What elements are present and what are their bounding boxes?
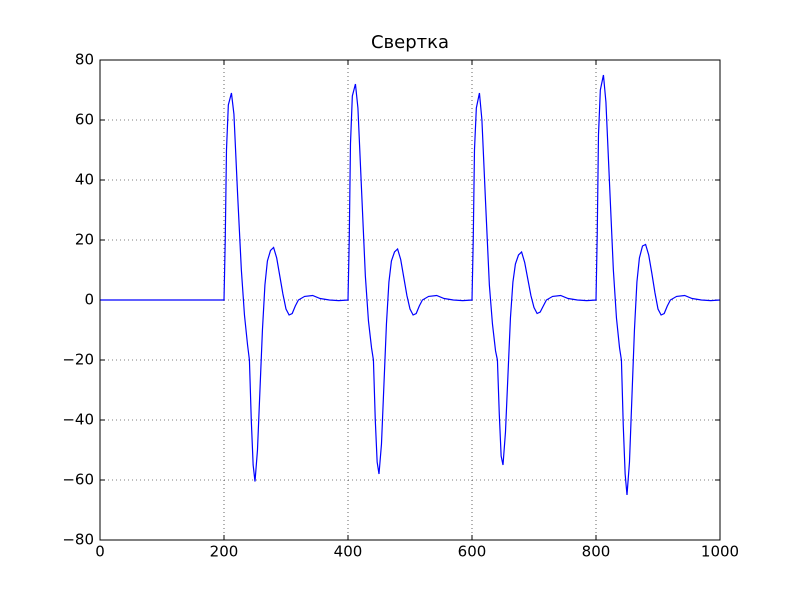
x-tick-label: 800	[582, 543, 611, 561]
y-tick-label: −20	[62, 351, 94, 369]
x-tick-label: 0	[95, 543, 105, 561]
y-tick-label: −80	[62, 531, 94, 549]
plot-frame	[99, 59, 721, 541]
y-tick-label: 60	[75, 111, 94, 129]
x-tick-label: 400	[334, 543, 363, 561]
line-series	[100, 74, 721, 496]
y-tick-label: −40	[62, 411, 94, 429]
y-tick-label: −60	[62, 471, 94, 489]
y-tick-label: 80	[75, 51, 94, 69]
x-tick-label: 600	[458, 543, 487, 561]
y-tick-label: 0	[84, 291, 94, 309]
chart-title: Свертка	[371, 32, 449, 53]
y-tick-label: 20	[75, 231, 94, 249]
x-tick-label: 200	[210, 543, 239, 561]
y-tick-label: 40	[75, 171, 94, 189]
x-tick-label: 1000	[701, 543, 739, 561]
